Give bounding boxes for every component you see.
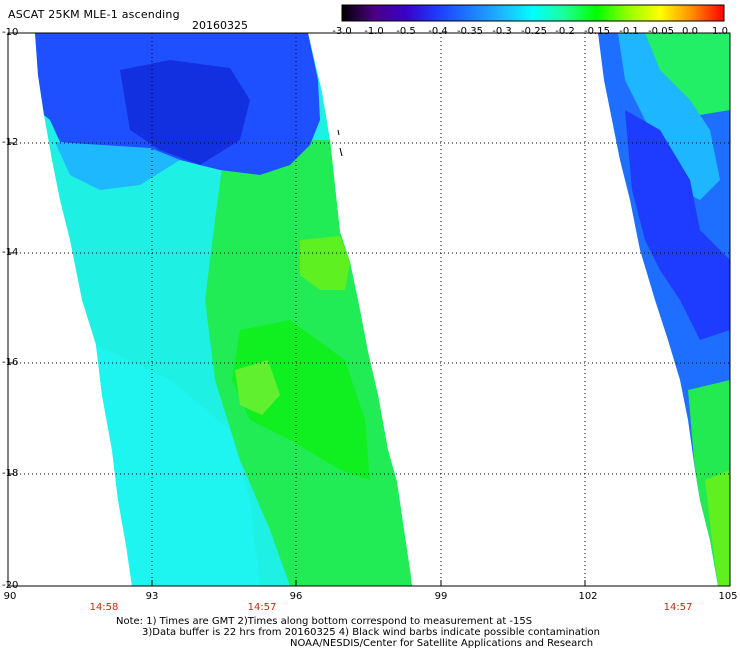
wind-barbs	[337, 129, 343, 157]
right-swath-deepblue	[625, 110, 730, 340]
colorbar	[341, 4, 725, 22]
lat-label: -10	[2, 27, 19, 38]
lon-label: 105	[718, 591, 738, 602]
colorbar-label: -0.25	[521, 26, 547, 37]
lon-label: 99	[434, 591, 448, 602]
graticule	[8, 33, 730, 586]
colorbar-label: -0.2	[555, 26, 575, 37]
map-frame	[7, 32, 731, 587]
right-swath-green-top	[640, 33, 730, 115]
left-swath-green-core	[232, 320, 370, 480]
lat-label: -16	[2, 357, 19, 368]
map-title: ASCAT 25KM MLE-1 ascending	[8, 8, 180, 21]
time-label: 14:57	[247, 602, 277, 613]
colorbar-label: -1.0	[364, 26, 384, 37]
right-swath-teal	[618, 33, 720, 200]
lon-label: 93	[145, 591, 159, 602]
note-line-2: 3)Data buffer is 22 hrs from 20160325 4)…	[142, 627, 600, 638]
colorbar-label: -0.4	[428, 26, 448, 37]
lat-label: -18	[2, 468, 19, 479]
left-swath-green-yellow	[300, 236, 350, 290]
lon-label: 90	[3, 591, 17, 602]
time-label: 14:57	[663, 602, 693, 613]
note-line-1: Note: 1) Times are GMT 2)Times along bot…	[116, 616, 533, 627]
colorbar-label: -0.3	[492, 26, 512, 37]
colorbar-label: -0.1	[619, 26, 639, 37]
colorbar-label: -0.05	[648, 26, 674, 37]
lat-label: -12	[2, 137, 19, 148]
lat-label: -20	[2, 580, 19, 591]
colorbar-label: 0.0	[682, 26, 698, 37]
colorbar-label: -0.5	[396, 26, 416, 37]
time-label: 14:58	[89, 602, 119, 613]
swath-layer	[35, 33, 730, 586]
colorbar-label: -0.15	[584, 26, 610, 37]
left-swath-deepblue	[120, 60, 250, 165]
lon-label: 96	[289, 591, 303, 602]
axis-ticks	[8, 32, 586, 587]
left-swath-teal	[55, 142, 180, 190]
colorbar-label: -3.0	[332, 26, 352, 37]
note-line-3: NOAA/NESDIS/Center for Satellite Applica…	[290, 638, 594, 649]
colorbar-label: -0.35	[457, 26, 483, 37]
right-swath-yellowgreen	[705, 470, 730, 586]
left-swath-lightgreen	[235, 360, 280, 415]
left-swath-cyan	[96, 345, 260, 586]
map-date: 20160325	[192, 19, 248, 32]
colorbar-label: 1.0	[712, 26, 728, 37]
lat-label: -14	[2, 247, 19, 258]
lon-label: 102	[578, 591, 598, 602]
